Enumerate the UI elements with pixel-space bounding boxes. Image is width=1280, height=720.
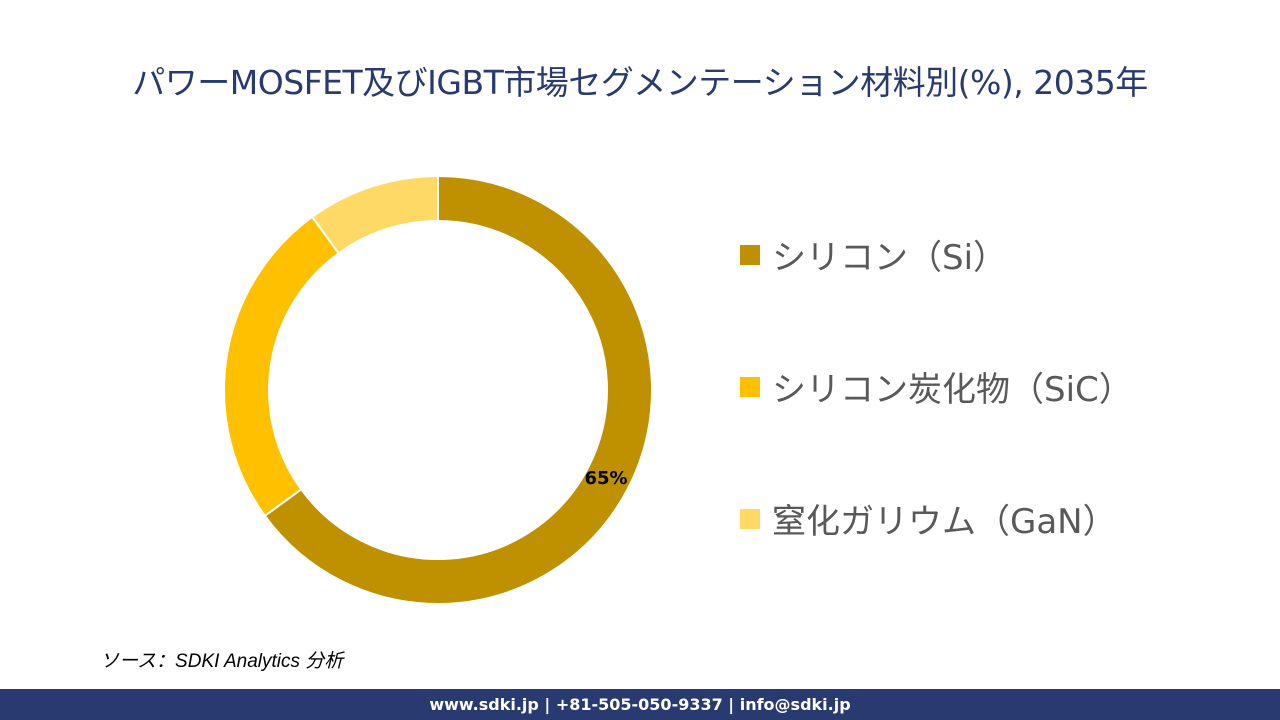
- legend-label: シリコン炭化物（SiC）: [772, 370, 1133, 410]
- donut-slice-0: [263, 174, 653, 605]
- data-label: 65%: [584, 468, 627, 489]
- legend-item-si: シリコン（Si）: [740, 230, 1007, 279]
- donut-slice-1: [223, 215, 341, 518]
- donut-slice-2: [310, 174, 439, 255]
- legend-item-gan: 窒化ガリウム（GaN）: [740, 494, 1117, 543]
- footer-contact: www.sdki.jp | +81-505-050-9337 | info@sd…: [0, 689, 1280, 720]
- legend-swatch: [740, 244, 760, 265]
- legend-label: シリコン（Si）: [772, 238, 1008, 278]
- legend-swatch: [740, 376, 760, 397]
- chart-title: パワーMOSFET及びIGBT市場セグメンテーション材料別(%), 2035年: [132, 63, 1148, 102]
- legend-swatch: [740, 508, 760, 529]
- legend-item-sic: シリコン炭化物（SiC）: [740, 362, 1133, 411]
- legend-label: 窒化ガリウム（GaN）: [772, 502, 1117, 542]
- source-note: ソース：SDKI Analytics 分析: [100, 651, 344, 672]
